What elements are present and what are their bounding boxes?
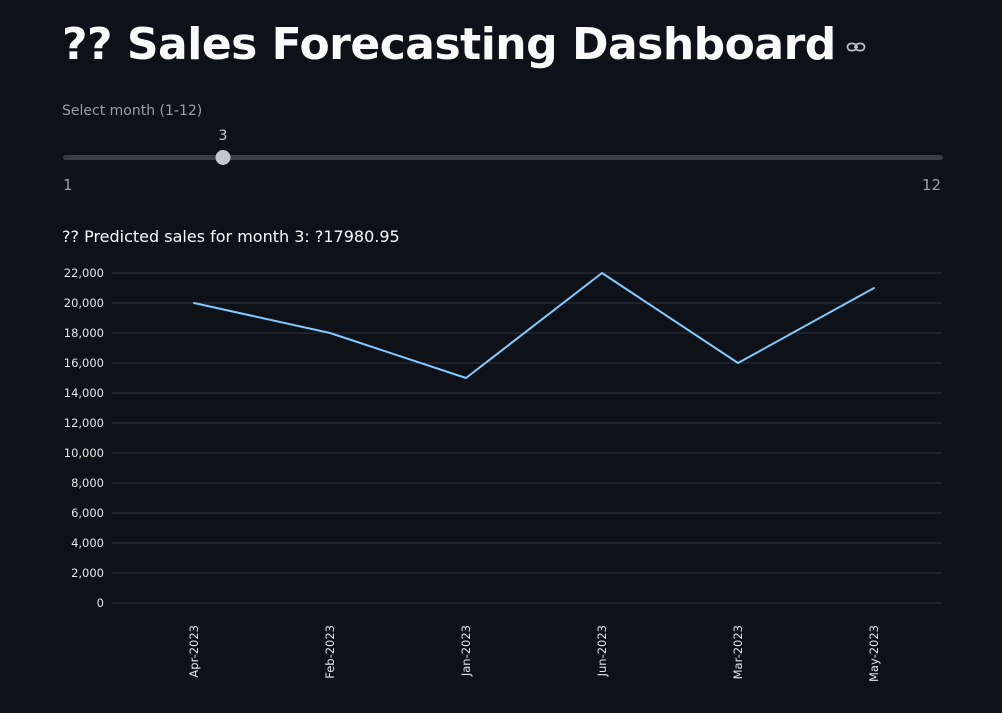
x-tick-label: Jan-2023 <box>459 625 473 677</box>
x-tick-label: Jun-2023 <box>595 625 609 677</box>
y-tick-label: 20,000 <box>64 296 104 310</box>
y-tick-label: 0 <box>97 596 104 610</box>
y-tick-label: 12,000 <box>64 416 104 430</box>
y-tick-label: 14,000 <box>64 386 104 400</box>
x-tick-label: Mar-2023 <box>731 625 745 679</box>
link-icon[interactable] <box>846 37 866 57</box>
title-row: ?? Sales Forecasting Dashboard <box>62 14 866 76</box>
y-tick-label: 2,000 <box>71 566 104 580</box>
y-tick-label: 22,000 <box>64 266 104 280</box>
prediction-text: ?? Predicted sales for month 3: ?17980.9… <box>62 227 400 246</box>
slider-value-label: 3 <box>218 128 228 144</box>
sales-line-chart: 0 2,000 4,000 6,000 8,000 10,000 12,000 14,000 1… <box>64 266 942 682</box>
slider-min-label: 1 <box>63 176 73 194</box>
sales-series-line <box>193 272 875 379</box>
y-tick-label: 4,000 <box>71 536 104 550</box>
y-tick-label: 18,000 <box>64 326 104 340</box>
slider-max-label: 12 <box>922 176 942 194</box>
month-slider-track[interactable] <box>63 155 943 160</box>
y-tick-label: 10,000 <box>64 446 104 460</box>
page-title: ?? Sales Forecasting Dashboard <box>62 19 836 70</box>
y-tick-label: 8,000 <box>71 476 104 490</box>
y-tick-label: 6,000 <box>71 506 104 520</box>
y-tick-label: 16,000 <box>64 356 104 370</box>
x-tick-label: Apr-2023 <box>187 625 201 678</box>
x-tick-label: May-2023 <box>867 625 881 682</box>
x-tick-label: Feb-2023 <box>323 625 337 679</box>
slider-label: Select month (1-12) <box>62 103 203 119</box>
month-slider-thumb[interactable] <box>215 150 231 165</box>
